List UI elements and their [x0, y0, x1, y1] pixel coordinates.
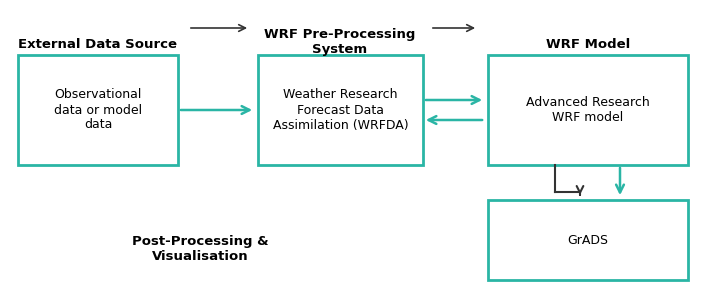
- FancyBboxPatch shape: [258, 55, 423, 165]
- Text: WRF Pre-Processing
System: WRF Pre-Processing System: [265, 28, 416, 56]
- FancyBboxPatch shape: [18, 55, 178, 165]
- Text: External Data Source: External Data Source: [19, 38, 178, 51]
- FancyBboxPatch shape: [488, 55, 688, 165]
- Text: WRF Model: WRF Model: [546, 38, 630, 51]
- Text: Weather Research
Forecast Data
Assimilation (WRFDA): Weather Research Forecast Data Assimilat…: [272, 88, 409, 132]
- FancyBboxPatch shape: [488, 200, 688, 280]
- Text: GrADS: GrADS: [568, 234, 608, 247]
- Text: Advanced Research
WRF model: Advanced Research WRF model: [526, 96, 650, 124]
- Text: Post-Processing &
Visualisation: Post-Processing & Visualisation: [132, 235, 268, 263]
- Text: Observational
data or model
data: Observational data or model data: [54, 88, 142, 132]
